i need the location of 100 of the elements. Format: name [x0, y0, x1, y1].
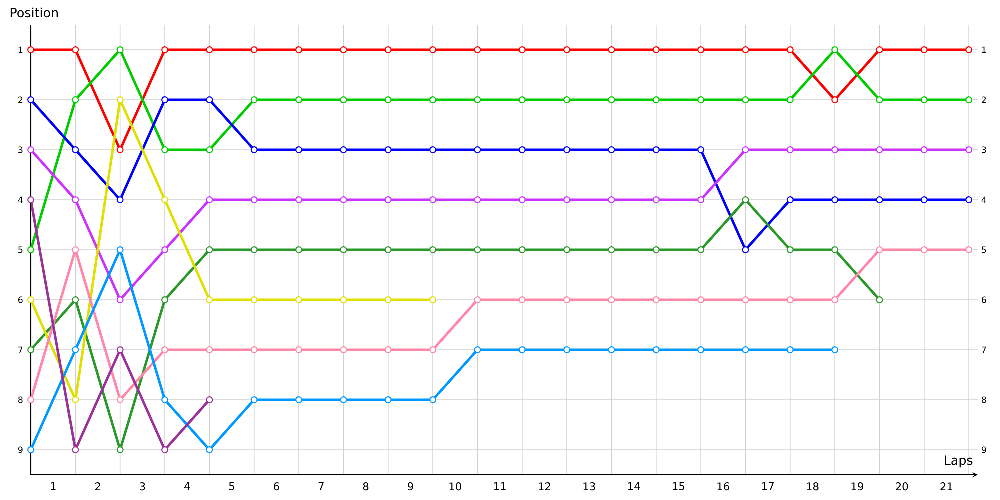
point	[116, 446, 124, 454]
point	[786, 296, 794, 304]
point	[652, 96, 660, 104]
point	[832, 96, 839, 104]
point	[652, 46, 660, 54]
point	[384, 396, 392, 404]
point	[786, 146, 794, 154]
point	[832, 346, 839, 354]
point	[206, 446, 214, 454]
point	[384, 146, 392, 154]
point	[72, 96, 80, 104]
point	[652, 146, 660, 154]
point	[116, 346, 124, 354]
y2-tick-label: 6	[982, 296, 986, 304]
point	[340, 246, 348, 254]
point	[250, 396, 258, 404]
point	[340, 346, 348, 354]
point	[28, 346, 34, 354]
point	[564, 146, 571, 154]
x-tick-label: 4	[184, 482, 190, 490]
point	[116, 46, 124, 54]
point	[340, 46, 348, 54]
point	[250, 46, 258, 54]
point	[430, 246, 436, 254]
point	[652, 196, 660, 204]
point	[698, 246, 705, 254]
point	[384, 46, 392, 54]
point	[162, 446, 168, 454]
point	[296, 46, 302, 54]
point	[876, 46, 884, 54]
point	[786, 96, 794, 104]
point	[474, 296, 482, 304]
point	[296, 246, 302, 254]
y-tick-label: 6	[18, 296, 23, 304]
x-axis-title: Laps	[945, 456, 973, 468]
x-tick-label: 21	[940, 482, 953, 490]
point	[786, 246, 794, 254]
point	[28, 96, 34, 104]
point	[518, 96, 526, 104]
point	[384, 96, 392, 104]
point	[72, 396, 80, 404]
point	[206, 296, 214, 304]
y2-tick-label: 8	[982, 396, 986, 404]
point	[564, 246, 571, 254]
point	[162, 246, 168, 254]
point	[564, 296, 571, 304]
point	[296, 196, 302, 204]
point	[28, 46, 34, 54]
x-tick-label: 18	[807, 482, 819, 491]
point	[206, 146, 214, 154]
point	[652, 346, 660, 354]
point	[250, 246, 258, 254]
point	[832, 46, 839, 54]
point	[296, 96, 302, 104]
y2-tick-label: 3	[982, 146, 986, 154]
x-tick-label: 10	[450, 482, 462, 491]
x-tick-label: 12	[539, 482, 550, 490]
y2-tick-label: 4	[982, 196, 986, 204]
point	[564, 46, 571, 54]
x-tick-label: 17	[762, 482, 774, 490]
point	[28, 396, 34, 404]
point	[564, 346, 571, 354]
point	[832, 296, 839, 304]
point	[832, 196, 839, 204]
y-tick-label: 7	[18, 346, 23, 354]
point	[72, 146, 80, 154]
point	[518, 196, 526, 204]
point	[876, 146, 884, 154]
y-tick-label: 4	[18, 196, 23, 204]
point	[250, 96, 258, 104]
point	[162, 96, 168, 104]
y2-tick-label: 7	[982, 346, 986, 354]
x-tick-label: 11	[494, 482, 506, 490]
point	[28, 196, 34, 204]
point	[116, 296, 124, 304]
point	[384, 346, 392, 354]
point	[474, 146, 482, 154]
point	[920, 46, 928, 54]
point	[876, 296, 884, 304]
point	[966, 146, 973, 154]
point	[474, 246, 482, 254]
point	[384, 296, 392, 304]
point	[430, 296, 436, 304]
point	[518, 346, 526, 354]
point	[698, 46, 705, 54]
point	[296, 296, 302, 304]
x-tick-label: 9	[408, 482, 414, 491]
y-tick-label: 3	[18, 146, 23, 154]
point	[518, 46, 526, 54]
point	[966, 46, 973, 54]
point	[296, 146, 302, 154]
point	[608, 346, 616, 354]
point	[116, 96, 124, 104]
x-tick-label: 20	[896, 482, 908, 491]
point	[340, 96, 348, 104]
point	[296, 396, 302, 404]
point	[72, 246, 80, 254]
point	[920, 246, 928, 254]
point	[250, 196, 258, 204]
point	[608, 146, 616, 154]
